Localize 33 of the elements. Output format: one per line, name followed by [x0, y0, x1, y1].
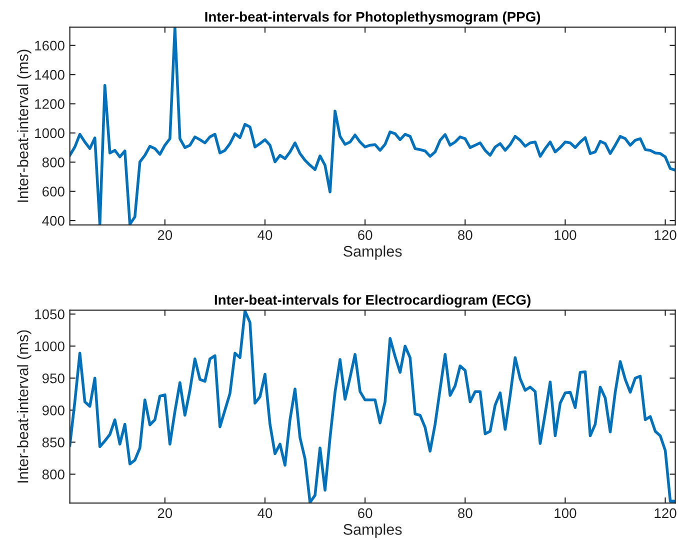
y-tick-label: 1200: [35, 99, 64, 109]
y-tick-label: 400: [42, 216, 64, 226]
line-series: [70, 27, 676, 225]
x-tick-label: 80: [458, 230, 472, 240]
x-tick-label: 100: [554, 230, 576, 240]
chart-title: Inter-beat-intervals for Electrocardiogram (ECG): [214, 294, 530, 308]
y-tick-label: 800: [42, 470, 64, 480]
y-axis-title: Inter-beat-interval (ms): [17, 330, 32, 482]
line-series: [70, 310, 676, 504]
x-axis-title: Samples: [344, 524, 402, 538]
x-tick-label: 20: [158, 230, 172, 240]
y-axis-title: Inter-beat-interval (ms): [17, 50, 32, 202]
chart-title: Inter-beat-intervals for Photoplethysmogram (PPG): [205, 12, 540, 25]
x-tick-label: 120: [654, 230, 676, 240]
x-axis-title: Samples: [344, 246, 402, 260]
y-tick-label: 1050: [35, 309, 64, 320]
x-tick-label: 120: [654, 508, 676, 518]
y-tick-label: 1400: [35, 70, 64, 80]
y-tick-label: 900: [42, 405, 64, 416]
y-tick-label: 800: [42, 157, 64, 168]
x-tick-label: 20: [158, 508, 172, 518]
y-tick-label: 950: [42, 373, 64, 384]
y-tick-label: 850: [42, 438, 64, 448]
y-tick-label: 1600: [35, 40, 64, 51]
x-tick-label: 60: [358, 508, 372, 518]
y-tick-label: 1000: [35, 128, 64, 138]
y-tick-label: 600: [42, 186, 64, 197]
x-tick-label: 60: [358, 230, 372, 240]
x-tick-label: 40: [258, 230, 272, 240]
y-tick-label: 1000: [35, 341, 64, 352]
x-tick-label: 100: [554, 508, 576, 518]
x-tick-label: 40: [258, 508, 272, 518]
x-tick-label: 80: [458, 508, 472, 518]
